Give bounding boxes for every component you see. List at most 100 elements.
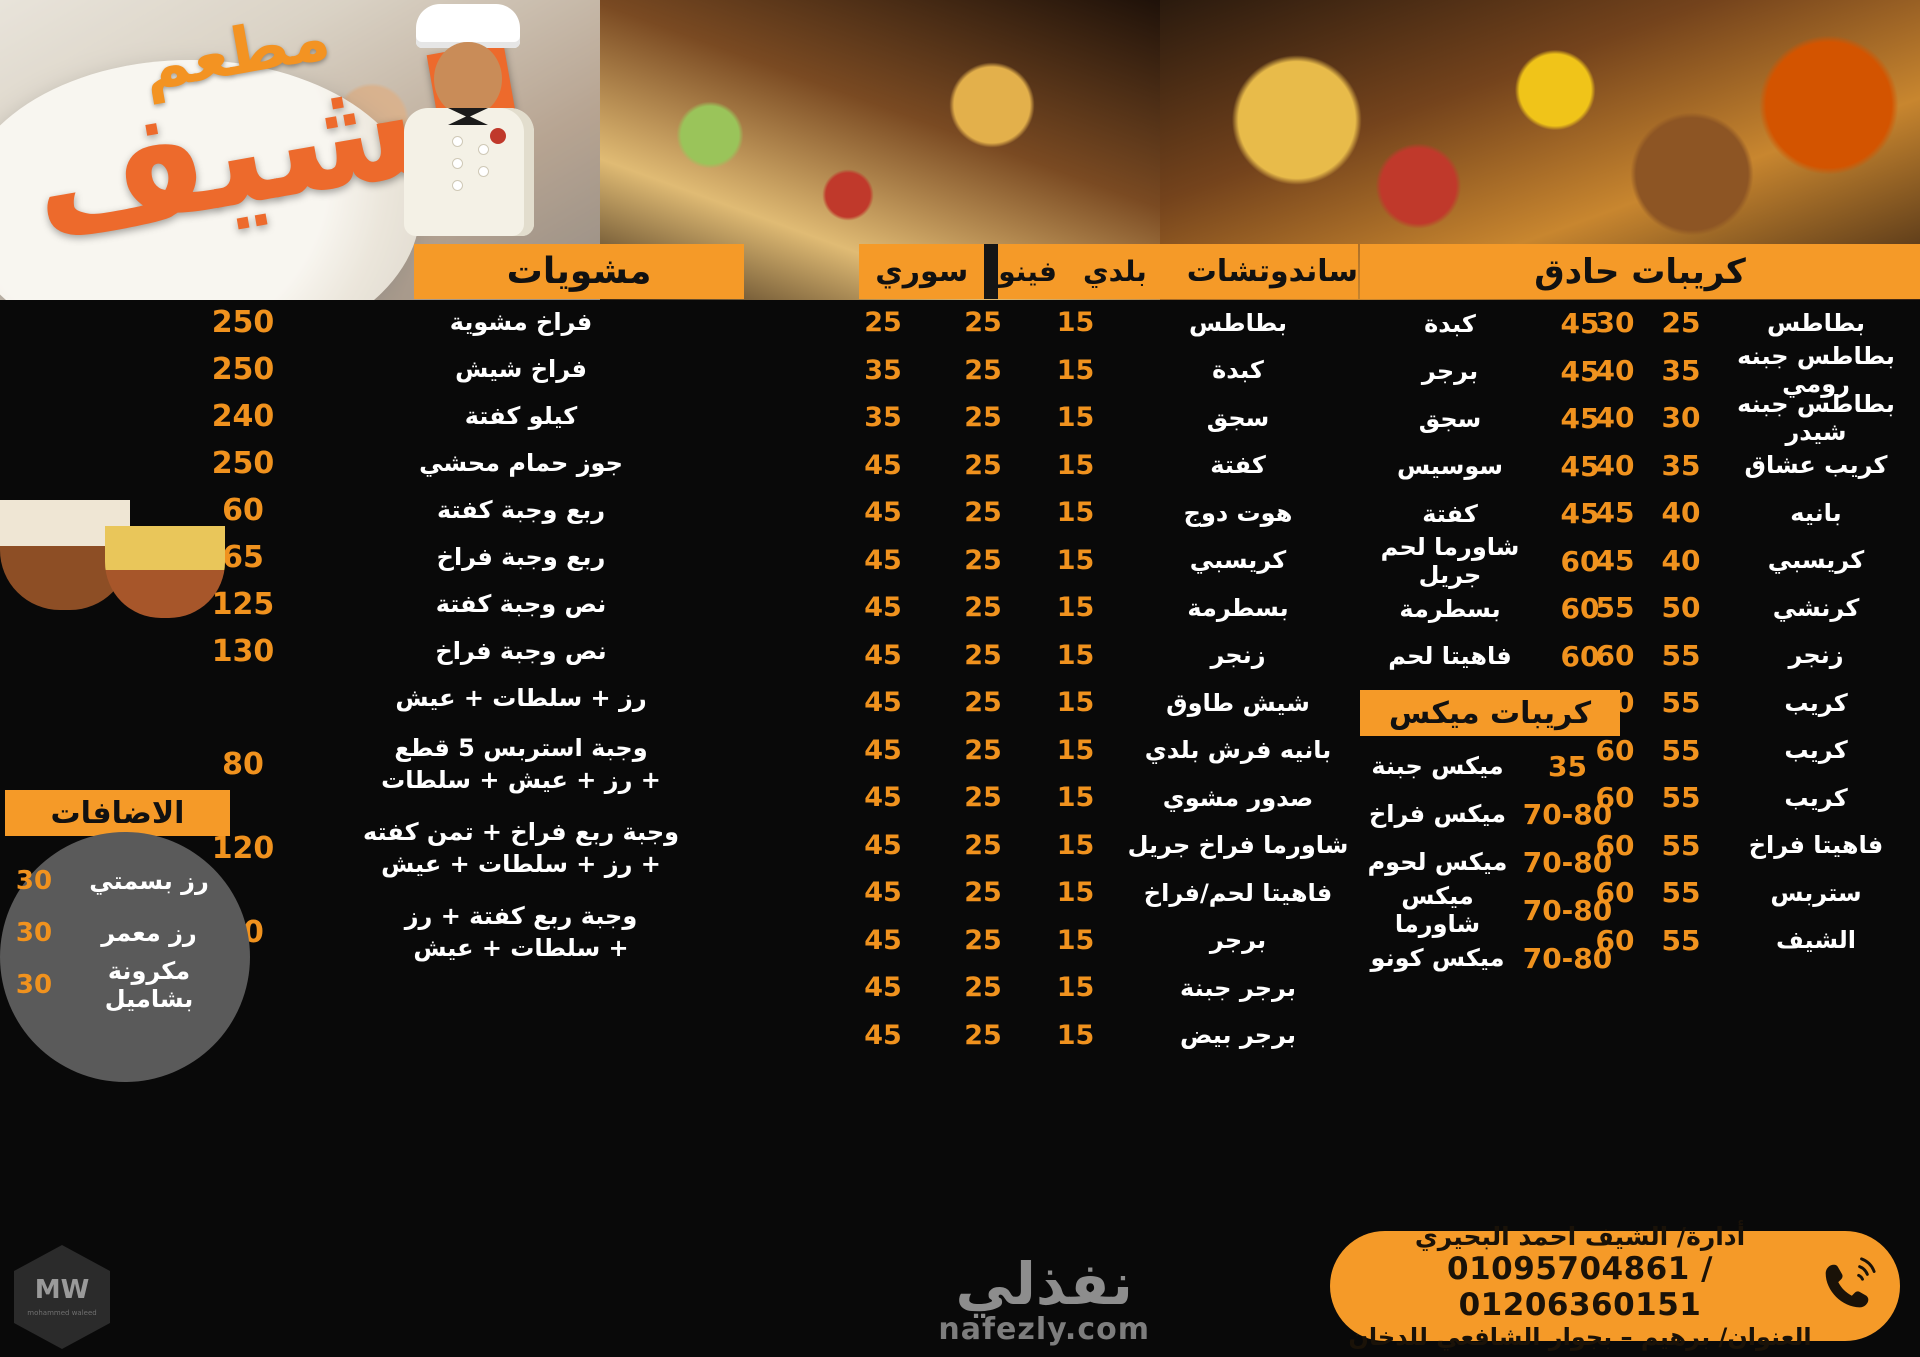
- price-fino: 25: [964, 544, 1002, 576]
- price-fino: 25: [964, 1019, 1002, 1051]
- price-fino: 25: [964, 497, 1002, 529]
- item-name: بسطرمة: [1399, 594, 1501, 623]
- item-name: برجر بيض: [1179, 1021, 1297, 1050]
- food-photo-band: [0, 0, 1920, 300]
- table-row: 70-80 ميكس شاورما: [1360, 882, 1620, 938]
- contact-card[interactable]: أدارة/ الشيف احمد البحيري 01095704861 / …: [1330, 1222, 1900, 1351]
- item-name: هوت دوج: [1183, 498, 1293, 527]
- item-name: نص وجبة فراخ: [435, 637, 607, 666]
- grills-list: فراخ مشوية 250 فراخ شيش 250 كيلو كفتة 240 جوز …: [188, 299, 744, 675]
- col-header-baladi: بلدي: [1083, 255, 1147, 288]
- watermark-arabic: نفذلي: [955, 1249, 1133, 1318]
- table-row: بانيه فرش بلدي 15 25 45: [758, 727, 1358, 775]
- table-row: كريب 55 60: [1360, 727, 1920, 775]
- section-title-crepe-savory: كريبات حادق: [1360, 244, 1920, 299]
- item-name: رز + سلطات + عيش: [298, 682, 744, 714]
- item-name: الشيف: [1775, 926, 1857, 955]
- col-header-souri: سوري: [859, 244, 985, 299]
- price-baladi: 15: [1056, 307, 1095, 339]
- table-row: شيش طاوق 15 25 45: [758, 679, 1358, 727]
- crepe-mix-list: 35 ميكس جبنة 70-80 ميكس فراخ 70-80 ميكس لحوم 7…: [1360, 742, 1620, 982]
- watermark-logo-sub: mohammed waleed: [27, 1309, 97, 1317]
- item-name: ميكس فراخ: [1368, 800, 1507, 828]
- item-price-large: 55: [1595, 591, 1635, 625]
- table-row: فاهيتا فراخ 55 60: [1360, 822, 1920, 870]
- item-name: كرنشي: [1772, 593, 1860, 622]
- price-baladi: 15: [1056, 924, 1095, 956]
- price-souri: 45: [864, 639, 902, 671]
- price-souri: 45: [864, 544, 902, 576]
- table-row: نص وجبة فراخ 130: [188, 628, 744, 675]
- item-price: 250: [211, 352, 275, 387]
- table-row: فراخ شيش 250: [188, 346, 744, 393]
- item-name: مكرونة بشاميل: [104, 957, 194, 1013]
- price-souri: 45: [864, 449, 902, 481]
- watermark-logo-text: MW: [34, 1275, 90, 1305]
- item-name-line-1: وجبة ربع فراخ + تمن كفته: [362, 817, 680, 846]
- item-name: صدور مشوي: [1162, 783, 1314, 812]
- section-title-sandwiches: ساندوتشات بلدي فينو: [998, 244, 1358, 299]
- table-row: كبدة 15 25 35: [758, 347, 1358, 395]
- address-line: العنوان/ برهيم – بجوار الشافعي للدخان: [1348, 1322, 1812, 1351]
- item-price: 45: [1560, 402, 1600, 436]
- price-baladi: 15: [1056, 734, 1095, 766]
- price-fino: 25: [964, 877, 1002, 909]
- table-row: 35 ميكس جبنة: [1360, 742, 1620, 790]
- watermark-nafezly: نفذلي nafezly.com: [938, 1249, 1150, 1347]
- item-name: بانيه فرش بلدي: [1144, 736, 1332, 765]
- item-price-small: 55: [1661, 638, 1701, 672]
- item-name: برجر: [1421, 357, 1479, 386]
- item-name-line-1: رز + سلطات + عيش: [395, 684, 647, 713]
- table-row: 70-80 ميكس كونو: [1360, 934, 1620, 982]
- chef-mascot-icon: [390, 4, 550, 236]
- item-name: فاهيتا فراخ: [1748, 831, 1884, 860]
- item-price-small: 30: [1661, 401, 1701, 435]
- item-name: شاورما لحم جريل: [1380, 533, 1520, 590]
- price-fino: 25: [964, 734, 1002, 766]
- item-price-small: 55: [1661, 828, 1701, 862]
- price-fino: 25: [964, 782, 1002, 814]
- table-row: رز + سلطات + عيش: [188, 675, 744, 722]
- phone-numbers[interactable]: 01095704861 / 01206360151: [1447, 1250, 1713, 1323]
- table-row: 45 سوسيس: [1360, 443, 1620, 491]
- item-name: شاورما فراخ جريل: [1127, 831, 1349, 860]
- table-row: زنجر 55 60: [1360, 632, 1920, 680]
- table-row: ستربس 55 60: [1360, 869, 1920, 917]
- item-price-small: 55: [1661, 781, 1701, 815]
- item-name: بطاطس جبنه شيدر: [1737, 389, 1895, 446]
- price-baladi: 15: [1056, 972, 1095, 1004]
- item-price: 45: [1560, 307, 1600, 341]
- section-crepe-savory: كريبات حادق بطاطس 25 30 بطاطس جبنه رومي 35 40…: [1360, 244, 1920, 964]
- item-price-large: 40: [1595, 353, 1635, 387]
- table-row: بطاطس جبنه رومي 35 40: [1360, 342, 1920, 398]
- table-row: ربع وجبة فراخ 65: [188, 534, 744, 581]
- item-name: رز بسمتي: [89, 867, 209, 895]
- item-price: 70-80: [1522, 797, 1613, 831]
- table-row: ربع وجبة كفتة 60: [188, 487, 744, 534]
- item-price-small: 55: [1661, 733, 1701, 767]
- price-fino: 25: [964, 402, 1002, 434]
- item-price: 45: [1560, 354, 1600, 388]
- table-row: كريب 55 60: [1360, 774, 1920, 822]
- item-price: 70-80: [1522, 941, 1613, 975]
- price-baladi: 15: [1056, 544, 1095, 576]
- item-price: 250: [211, 305, 275, 340]
- item-name: سجق: [1206, 403, 1270, 432]
- item-price: 30: [15, 866, 53, 896]
- price-souri: 45: [864, 877, 902, 909]
- item-price-large: 60: [1595, 638, 1635, 672]
- price-fino: 25: [964, 639, 1002, 671]
- item-price-large: 60: [1595, 828, 1635, 862]
- item-price: 65: [222, 540, 264, 575]
- price-fino: 25: [964, 354, 1002, 386]
- table-row: بطاطس 15 25 25: [758, 299, 1358, 347]
- item-name: ستربس: [1770, 878, 1862, 907]
- item-price-small: 25: [1661, 306, 1701, 340]
- item-name: كريسبي: [1189, 546, 1287, 575]
- sandwiches-list: بطاطس 15 25 25 كبدة 15 25 35 سجق 15 25 35 كفتة 15 25 45…: [758, 299, 1358, 1059]
- table-row: سجق 15 25 35: [758, 394, 1358, 442]
- item-price: 60: [222, 493, 264, 528]
- price-fino: 25: [964, 449, 1002, 481]
- item-name: زنجر: [1210, 641, 1266, 670]
- item-name: كريب: [1784, 783, 1848, 812]
